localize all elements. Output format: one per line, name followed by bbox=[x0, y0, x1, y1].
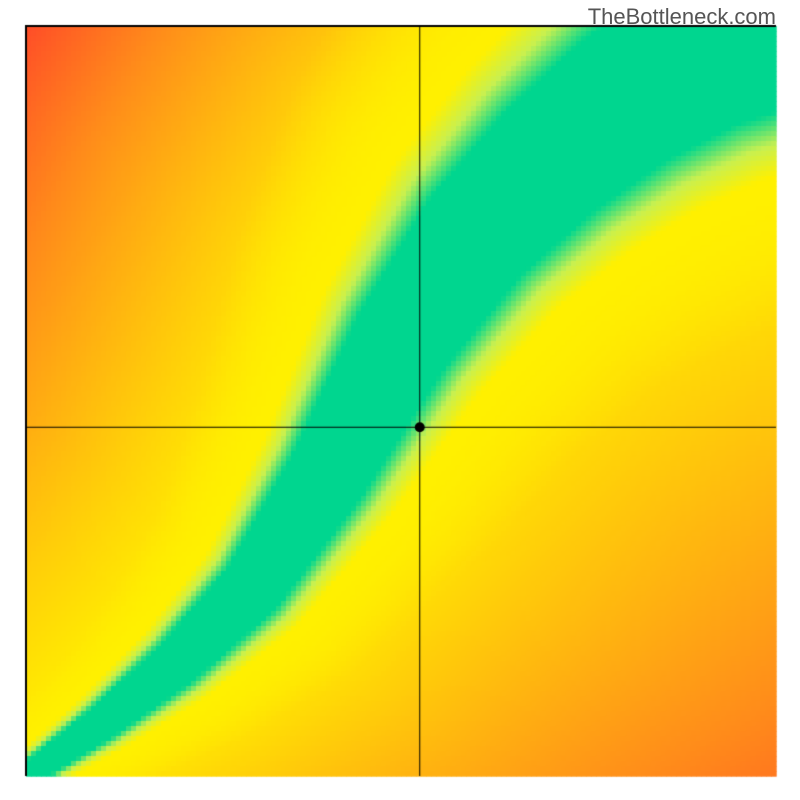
bottleneck-heatmap bbox=[0, 0, 800, 800]
chart-container: TheBottleneck.com bbox=[0, 0, 800, 800]
watermark-text: TheBottleneck.com bbox=[588, 4, 776, 30]
